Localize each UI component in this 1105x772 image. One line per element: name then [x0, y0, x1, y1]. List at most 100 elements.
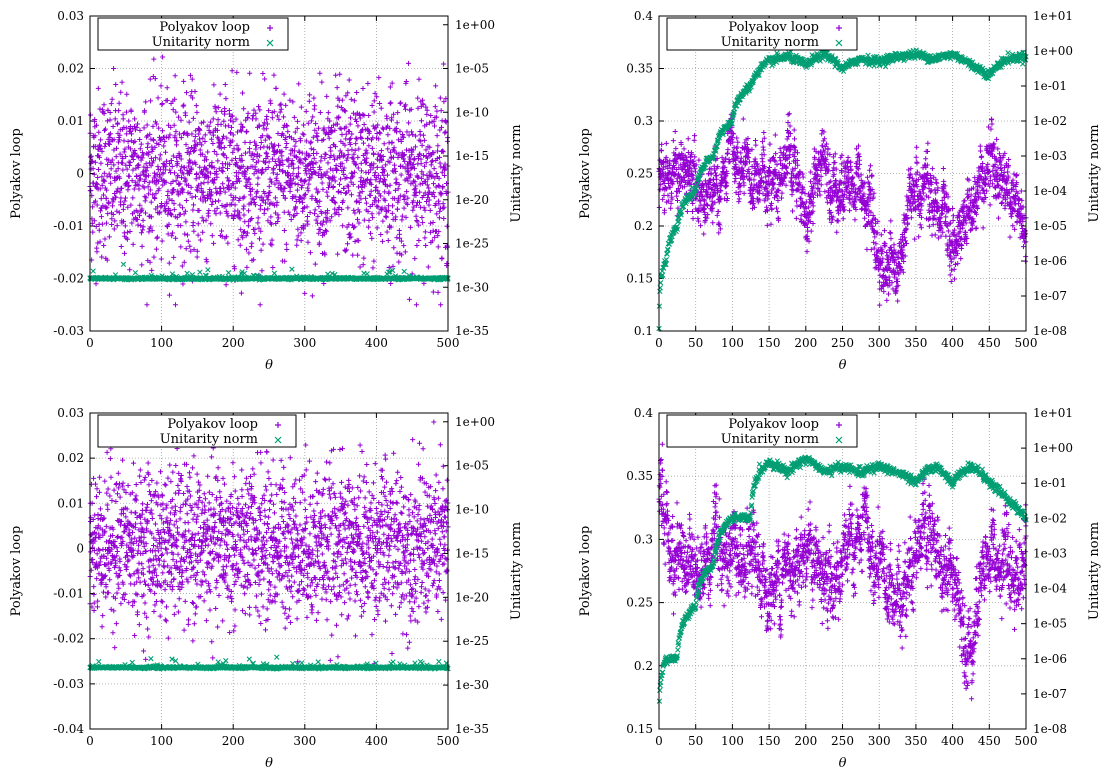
polyakov-point — [333, 210, 339, 216]
polyakov-point — [196, 131, 202, 137]
polyakov-point — [301, 204, 307, 210]
polyakov-point — [252, 139, 258, 145]
polyakov-point — [132, 116, 138, 122]
polyakov-point — [169, 198, 175, 204]
polyakov-point — [322, 151, 328, 157]
polyakov-point — [269, 221, 275, 227]
polyakov-point — [285, 129, 291, 135]
polyakov-point — [101, 170, 107, 176]
polyakov-point — [201, 194, 207, 200]
polyakov-point — [199, 142, 205, 148]
polyakov-point — [881, 228, 887, 234]
polyakov-point — [134, 216, 140, 222]
polyakov-point — [313, 121, 319, 127]
polyakov-point — [246, 250, 252, 256]
polyakov-point — [840, 216, 846, 222]
polyakov-point — [431, 123, 437, 129]
polyakov-point — [433, 83, 439, 89]
unitarity-point — [289, 266, 295, 272]
polyakov-point — [164, 97, 170, 103]
polyakov-point — [106, 171, 112, 177]
polyakov-point — [147, 259, 153, 265]
polyakov-point — [100, 203, 106, 209]
polyakov-point — [432, 104, 438, 110]
polyakov-point — [165, 231, 171, 237]
polyakov-point — [239, 152, 245, 158]
polyakov-point — [194, 248, 200, 254]
polyakov-point — [312, 207, 318, 213]
polyakov-point — [385, 132, 391, 138]
polyakov-point — [674, 193, 680, 199]
polyakov-point — [261, 120, 267, 126]
polyakov-point — [324, 169, 330, 175]
polyakov-point — [208, 119, 214, 125]
polyakov-point — [329, 214, 335, 220]
polyakov-point — [363, 200, 369, 206]
polyakov-point — [231, 146, 237, 152]
polyakov-point — [696, 157, 702, 163]
polyakov-point — [272, 181, 278, 187]
polyakov-point — [96, 227, 102, 233]
polyakov-point — [934, 180, 940, 186]
polyakov-point — [179, 186, 185, 192]
polyakov-point — [178, 223, 184, 229]
polyakov-point — [312, 211, 318, 217]
polyakov-point — [299, 150, 305, 156]
polyakov-point — [197, 127, 203, 133]
polyakov-point — [888, 218, 894, 224]
polyakov-point — [394, 120, 400, 126]
polyakov-point — [785, 112, 791, 118]
polyakov-point — [290, 176, 296, 182]
polyakov-point — [120, 156, 126, 162]
polyakov-point — [245, 115, 251, 121]
polyakov-point — [166, 196, 172, 202]
polyakov-point — [332, 206, 338, 212]
polyakov-point — [172, 96, 178, 102]
polyakov-point — [251, 199, 257, 205]
polyakov-point — [439, 148, 445, 154]
polyakov-point — [138, 209, 144, 215]
polyakov-point — [258, 247, 264, 253]
polyakov-point — [291, 148, 297, 154]
polyakov-point — [852, 217, 858, 223]
polyakov-point — [792, 136, 798, 142]
polyakov-point — [163, 134, 169, 140]
y-tick-label: -0.01 — [53, 219, 84, 233]
polyakov-point — [160, 170, 166, 176]
y-tick-label: 0.15 — [626, 272, 653, 286]
polyakov-point — [154, 121, 160, 127]
polyakov-point — [396, 259, 402, 265]
polyakov-point — [116, 210, 122, 216]
polyakov-point — [289, 180, 295, 186]
polyakov-point — [221, 144, 227, 150]
polyakov-point — [349, 155, 355, 161]
polyakov-point — [109, 157, 115, 163]
polyakov-point — [434, 133, 440, 139]
polyakov-point — [212, 208, 218, 214]
polyakov-point — [256, 236, 262, 242]
polyakov-point — [444, 223, 450, 229]
polyakov-point — [352, 224, 358, 230]
polyakov-point — [258, 228, 264, 234]
polyakov-point — [388, 280, 394, 286]
polyakov-point — [429, 159, 435, 165]
polyakov-point — [791, 127, 797, 133]
polyakov-point — [941, 178, 947, 184]
polyakov-point — [234, 129, 240, 135]
polyakov-point — [376, 129, 382, 135]
polyakov-point — [443, 129, 449, 135]
polyakov-point — [119, 185, 125, 191]
polyakov-point — [192, 88, 198, 94]
polyakov-point — [185, 232, 191, 238]
polyakov-point — [124, 166, 130, 172]
polyakov-point — [283, 102, 289, 108]
polyakov-point — [356, 238, 362, 244]
polyakov-point — [344, 155, 350, 161]
polyakov-point — [178, 156, 184, 162]
polyakov-point — [107, 174, 113, 180]
polyakov-point — [153, 191, 159, 197]
polyakov-point — [274, 171, 280, 177]
polyakov-point — [104, 187, 110, 193]
polyakov-point — [221, 185, 227, 191]
polyakov-point — [258, 140, 264, 146]
